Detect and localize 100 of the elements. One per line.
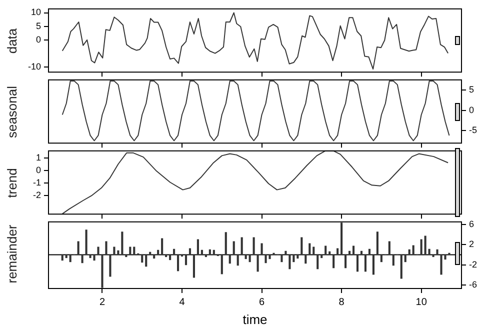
bar [372, 254, 374, 275]
bar [157, 250, 160, 256]
bar [212, 250, 215, 256]
bar [312, 246, 315, 256]
y-axis-title: remainder [4, 224, 20, 283]
x-axis-title: time [242, 312, 268, 327]
bar [332, 254, 335, 268]
y-axis-title: seasonal [4, 85, 20, 138]
bar [380, 254, 382, 262]
bar [244, 254, 247, 260]
bar [388, 241, 390, 256]
bar [252, 237, 255, 256]
bar [316, 254, 319, 270]
bar [141, 254, 144, 263]
bar [320, 254, 323, 258]
bar [129, 246, 132, 256]
bar [376, 232, 378, 256]
bar [404, 254, 406, 262]
y-tick-label: 5 [469, 84, 474, 94]
bar [224, 232, 227, 256]
bar [352, 246, 355, 256]
bar [161, 238, 164, 256]
bar [368, 248, 370, 256]
bar [424, 236, 426, 256]
bar [192, 254, 196, 278]
bar [196, 239, 199, 256]
bar [117, 250, 120, 256]
bar [204, 254, 207, 258]
bar [408, 249, 410, 256]
bar [176, 254, 180, 272]
bar [288, 254, 291, 270]
bar [149, 252, 152, 256]
bar [348, 250, 351, 256]
bar [292, 254, 295, 262]
bar [272, 252, 275, 256]
bar [153, 254, 156, 259]
bar [324, 246, 327, 256]
bar [69, 254, 72, 262]
bar [268, 254, 271, 260]
bar [328, 251, 331, 256]
bar [236, 254, 239, 266]
bar [228, 254, 231, 264]
bar [344, 254, 347, 268]
bar [81, 254, 84, 264]
y-axis-title: trend [4, 168, 20, 198]
y-axis-title: data [4, 28, 20, 54]
bar [280, 254, 283, 262]
bar [77, 241, 80, 256]
bar [65, 254, 68, 258]
y-tick-label: 1 [36, 152, 41, 162]
bar [420, 239, 422, 256]
bar [125, 254, 128, 258]
y-tick-label: -5 [469, 125, 478, 136]
bar [133, 246, 136, 256]
y-tick-label: -1 [32, 178, 41, 188]
bar [188, 248, 192, 256]
bar [208, 249, 211, 256]
bar [364, 254, 367, 272]
bar [400, 254, 402, 279]
bar [184, 254, 188, 266]
bar [448, 252, 450, 256]
bar [165, 254, 168, 258]
y-tick-label: -10 [28, 62, 41, 72]
bar [113, 246, 116, 256]
bar [173, 248, 176, 256]
bar [300, 237, 303, 256]
y-tick-label: -2 [32, 190, 41, 200]
bar [340, 222, 343, 256]
bar [145, 254, 148, 267]
y-tick-label: 0 [469, 104, 474, 115]
bar [232, 241, 235, 256]
bar [169, 254, 172, 260]
bar [248, 254, 251, 262]
bar [200, 250, 203, 256]
y-tick-label: 2 [469, 239, 474, 250]
bar [85, 230, 88, 256]
x-tick-label: 4 [179, 296, 186, 308]
x-tick-label: 6 [259, 296, 265, 308]
y-tick-label: 0 [36, 34, 41, 44]
bar [304, 254, 307, 264]
bar [240, 237, 243, 256]
y-tick-label: 0 [36, 165, 41, 176]
y-tick-label: 10 [30, 7, 41, 18]
y-tick-label: -6 [469, 279, 478, 290]
y-tick-label: -2 [469, 259, 478, 270]
x-tick-label: 10 [416, 296, 428, 308]
bar [356, 254, 359, 272]
bar [360, 250, 363, 256]
bar [296, 254, 299, 259]
bar [121, 232, 124, 256]
bar [392, 254, 394, 266]
bar [412, 245, 414, 256]
bar [220, 254, 223, 274]
bar [308, 243, 311, 256]
x-tick-label: 8 [338, 296, 345, 308]
x-tick-label: 2 [99, 296, 106, 308]
bar [428, 248, 430, 256]
bar [256, 254, 259, 272]
bar [61, 254, 64, 261]
y-tick-label: 6 [469, 218, 474, 229]
